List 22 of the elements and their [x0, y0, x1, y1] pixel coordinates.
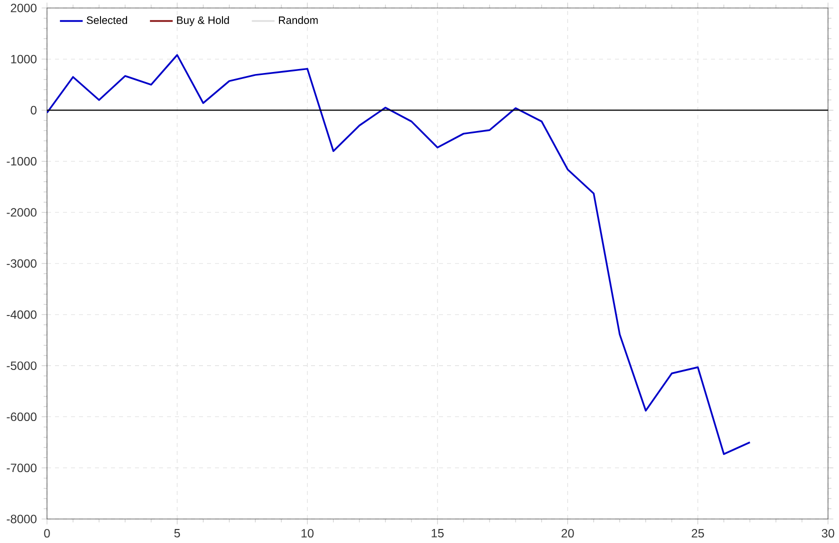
y-tick-label: -5000	[6, 361, 36, 370]
x-tick-label: 10	[302, 529, 314, 538]
y-tick-label: -2000	[6, 208, 36, 217]
y-tick-label: 1000	[11, 54, 36, 64]
x-tick-label: 25	[692, 529, 704, 538]
y-tick-label: -6000	[6, 412, 36, 422]
x-tick-label: 30	[822, 529, 834, 538]
y-tick-label: -4000	[6, 310, 36, 319]
x-tick-label: 0	[44, 529, 50, 538]
x-tick-label: 20	[562, 529, 574, 538]
x-tick-label: 15	[432, 529, 444, 538]
y-tick-label: -1000	[6, 157, 36, 166]
legend-label: Selected	[86, 16, 128, 24]
legend-label: Random	[278, 16, 318, 24]
y-tick-label: -3000	[6, 259, 36, 268]
legend-label: Buy & Hold	[177, 16, 229, 26]
y-tick-label: -8000	[6, 514, 36, 524]
x-tick-label: 5	[174, 529, 180, 538]
line-series	[47, 54, 751, 455]
y-tick-label: 0	[30, 106, 36, 114]
y-tick-label: 2000	[10, 4, 36, 12]
y-tick-label: -7000	[6, 464, 36, 472]
